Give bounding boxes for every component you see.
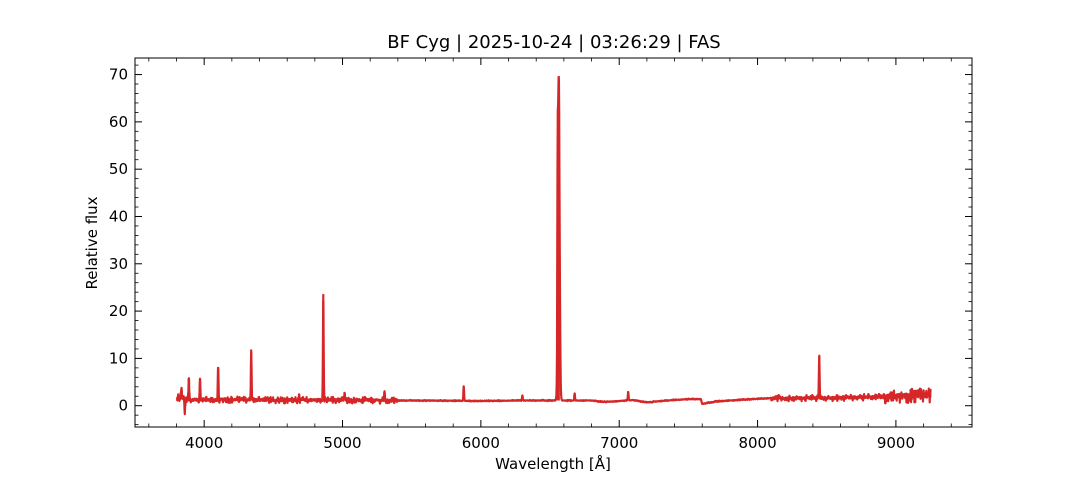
- x-tick-label: 9000: [877, 434, 915, 452]
- x-tick-label: 7000: [600, 434, 638, 452]
- x-tick-label: 6000: [462, 434, 500, 452]
- y-tick-label: 30: [109, 255, 128, 273]
- y-tick-label: 60: [109, 113, 128, 131]
- y-axis-label: Relative flux: [83, 196, 101, 289]
- chart-title: BF Cyg | 2025-10-24 | 03:26:29 | FAS: [387, 32, 720, 53]
- ticks-layer: 4000 5000 6000 7000 8000 9000 0 10 20 30 40 50 60 70: [109, 58, 972, 452]
- spectrum-line: [175, 76, 932, 416]
- y-tick-label: 70: [109, 66, 128, 84]
- x-axis-label: Wavelength [Å]: [495, 454, 611, 473]
- y-tick-label: 10: [109, 349, 128, 367]
- x-tick-label: 8000: [738, 434, 776, 452]
- x-tick-label: 4000: [185, 434, 223, 452]
- plot-frame: [134, 57, 973, 428]
- plot-layer: [175, 75, 932, 416]
- y-tick-label: 40: [109, 207, 128, 225]
- x-tick-label: 5000: [323, 434, 361, 452]
- y-tick-label: 20: [109, 302, 128, 320]
- y-tick-label: 50: [109, 160, 128, 178]
- y-tick-label: 0: [118, 397, 128, 415]
